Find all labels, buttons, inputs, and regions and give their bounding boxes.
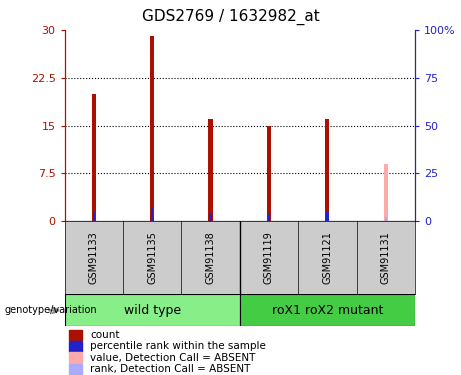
Text: value, Detection Call = ABSENT: value, Detection Call = ABSENT [90, 353, 255, 363]
Text: wild type: wild type [124, 304, 181, 317]
Text: roX1 roX2 mutant: roX1 roX2 mutant [272, 304, 383, 317]
Text: GSM91121: GSM91121 [322, 231, 332, 284]
Bar [151, 207, 154, 221]
Bar [69, 341, 82, 352]
Bar [69, 352, 82, 363]
Text: GSM91131: GSM91131 [381, 231, 391, 284]
Text: rank, Detection Call = ABSENT: rank, Detection Call = ABSENT [90, 364, 250, 374]
Text: GSM91119: GSM91119 [264, 231, 274, 284]
Bar [384, 217, 387, 221]
Bar [69, 330, 82, 340]
Bar [325, 119, 329, 221]
Bar [69, 364, 82, 375]
Bar [240, 294, 415, 326]
Bar [65, 294, 240, 326]
Bar [209, 214, 212, 221]
Text: GSM91138: GSM91138 [206, 231, 216, 284]
Bar [150, 36, 154, 221]
Text: GSM91133: GSM91133 [89, 231, 99, 284]
Bar [267, 126, 271, 221]
Text: count: count [90, 330, 119, 340]
Text: GDS2769 / 1632982_at: GDS2769 / 1632982_at [142, 9, 319, 25]
Text: percentile rank within the sample: percentile rank within the sample [90, 341, 266, 351]
Bar [208, 119, 213, 221]
Bar [326, 211, 329, 221]
Text: genotype/variation: genotype/variation [5, 305, 97, 315]
Bar [384, 164, 388, 221]
Text: GSM91135: GSM91135 [147, 231, 157, 284]
Bar [92, 94, 96, 221]
Bar [93, 211, 95, 221]
Bar [268, 214, 270, 221]
